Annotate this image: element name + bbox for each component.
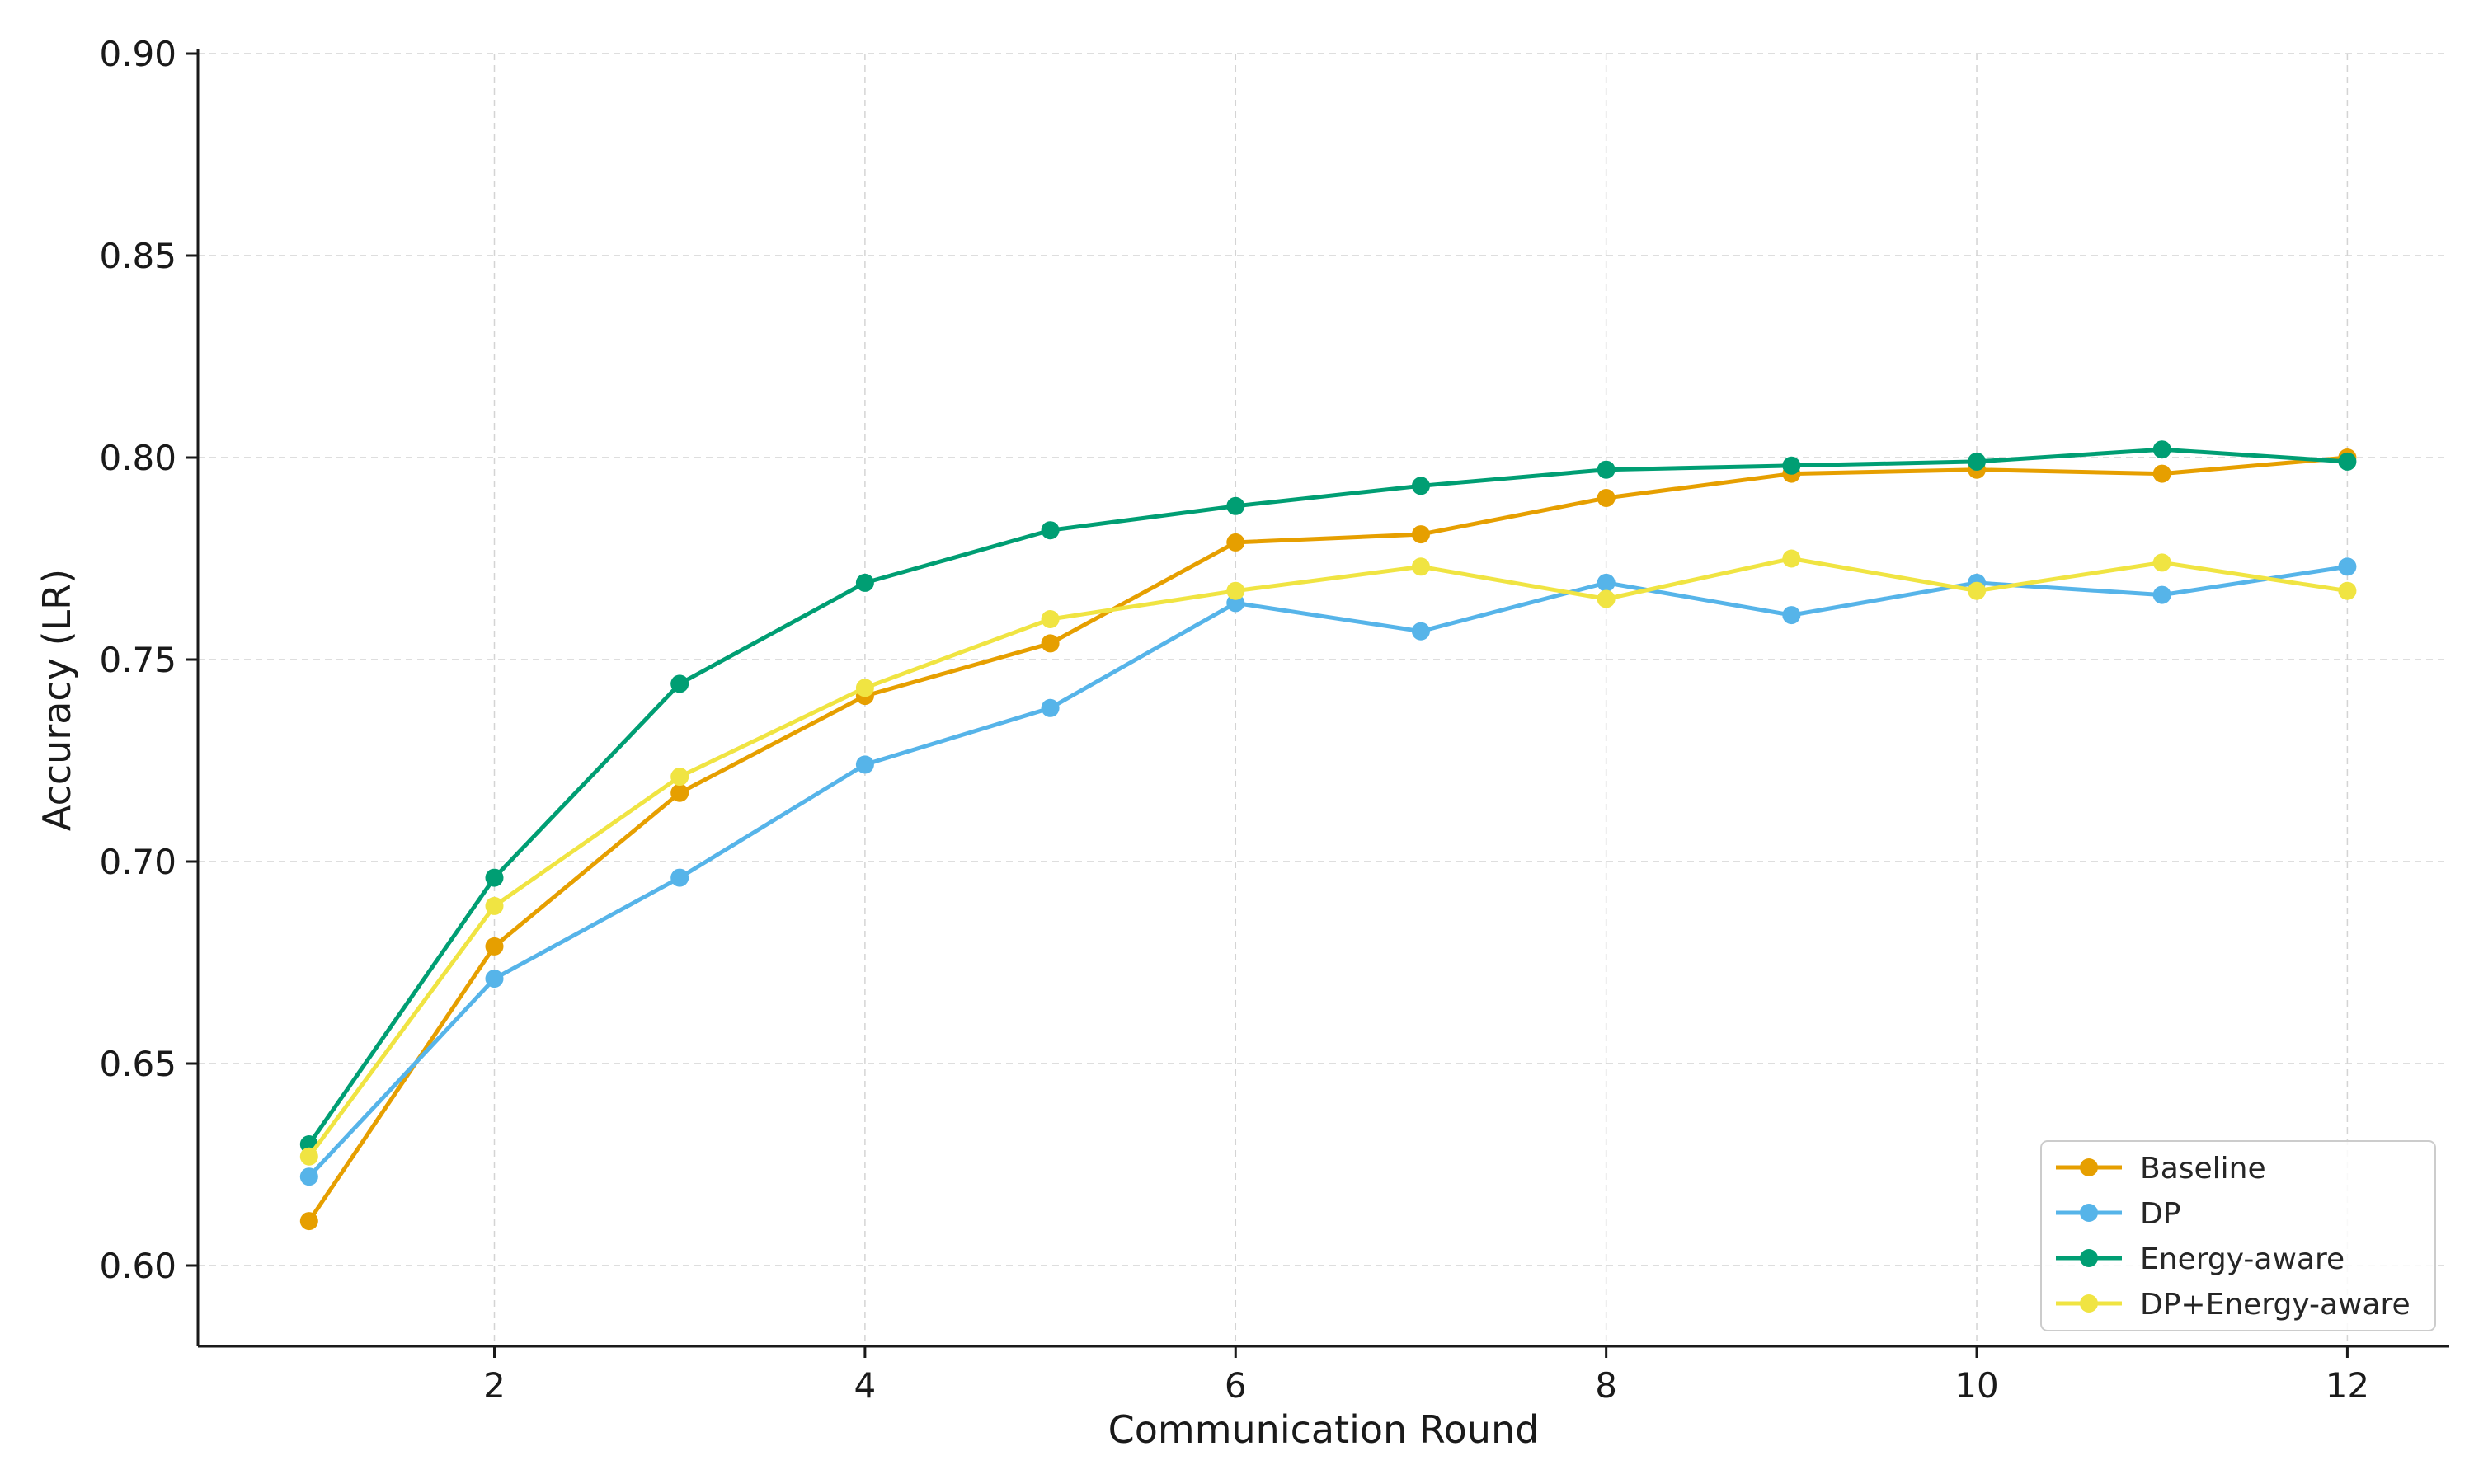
data-point-baseline (670, 783, 689, 802)
data-point-energy-aware (2152, 440, 2171, 459)
data-point-dp (299, 1167, 318, 1186)
data-point-baseline (299, 1212, 318, 1231)
data-point-dp (855, 755, 874, 774)
series-energy-aware (299, 440, 2357, 1153)
axes (196, 49, 2449, 1348)
legend-label: Energy-aware (2140, 1242, 2345, 1276)
data-point-dp-energy-aware (1041, 610, 1060, 628)
data-point-dp (670, 868, 689, 887)
series-dp (299, 557, 2357, 1186)
data-point-dp-energy-aware (1597, 589, 1616, 608)
series-dp-energy-aware (299, 549, 2357, 1166)
legend: Baseline DP Energy-aware DP+Energy-aware (2040, 1140, 2436, 1331)
series-line-dp (307, 564, 2349, 1179)
data-point-energy-aware (1411, 477, 1430, 495)
data-point-dp (1597, 573, 1616, 592)
y-tick-label: 0.90 (99, 34, 176, 74)
data-point-baseline (485, 937, 504, 956)
series-line-dp-energy-aware (307, 556, 2349, 1159)
data-point-energy-aware (1782, 456, 1801, 475)
data-point-energy-aware (2338, 452, 2357, 471)
data-point-dp-energy-aware (1411, 557, 1430, 576)
data-point-dp-energy-aware (2152, 553, 2171, 572)
legend-label: DP+Energy-aware (2140, 1288, 2411, 1322)
data-point-dp (1782, 606, 1801, 625)
data-point-energy-aware (1968, 452, 1987, 471)
data-point-dp-energy-aware (485, 896, 504, 915)
data-point-dp (1411, 622, 1430, 641)
data-point-energy-aware (1597, 460, 1616, 479)
y-axis-title: Accuracy (LR) (35, 569, 79, 831)
legend-item: DP (2056, 1197, 2180, 1231)
data-point-dp-energy-aware (1782, 549, 1801, 568)
data-point-dp (2338, 557, 2357, 576)
data-point-baseline (1041, 634, 1060, 653)
data-point-dp-energy-aware (1968, 581, 1987, 600)
legend-swatch-marker (2080, 1158, 2098, 1176)
y-tick-label: 0.75 (99, 640, 176, 680)
data-point-baseline (1226, 533, 1245, 552)
series-layer (299, 440, 2357, 1231)
data-point-energy-aware (1041, 521, 1060, 540)
legend-item: Energy-aware (2056, 1242, 2345, 1276)
x-tick-label: 2 (483, 1365, 506, 1406)
data-point-dp-energy-aware (855, 679, 874, 697)
legend-box (2040, 1140, 2436, 1331)
x-tick-label: 4 (854, 1365, 877, 1406)
data-point-dp-energy-aware (670, 768, 689, 787)
data-point-dp (485, 970, 504, 989)
data-point-baseline (2152, 464, 2171, 483)
series-line-baseline (307, 455, 2349, 1223)
y-tick-label: 0.85 (99, 236, 176, 276)
legend-swatch-marker (2080, 1204, 2098, 1222)
grid-lines (198, 53, 2449, 1346)
y-tick-label: 0.70 (99, 842, 176, 882)
data-point-dp-energy-aware (299, 1147, 318, 1166)
data-point-energy-aware (670, 674, 689, 693)
legend-swatch-marker (2080, 1249, 2098, 1267)
legend-item: Baseline (2056, 1152, 2266, 1186)
data-point-dp-energy-aware (1226, 581, 1245, 600)
series-line-energy-aware (307, 447, 2349, 1147)
x-tick-label: 12 (2326, 1365, 2369, 1406)
y-tick-label: 0.80 (99, 438, 176, 478)
data-point-dp (1041, 698, 1060, 717)
x-axis-ticks: 2 4 6 8 10 12 (483, 1346, 2369, 1406)
data-point-baseline (1411, 525, 1430, 544)
series-baseline (299, 448, 2357, 1231)
x-tick-label: 6 (1225, 1365, 1247, 1406)
data-point-energy-aware (1226, 496, 1245, 515)
data-point-baseline (1597, 489, 1616, 507)
y-tick-label: 0.60 (99, 1246, 176, 1286)
y-axis-ticks: 0.60 0.65 0.70 0.75 0.80 0.85 0.90 (99, 34, 198, 1286)
x-axis-title: Communication Round (1108, 1407, 1540, 1452)
data-point-energy-aware (855, 573, 874, 592)
legend-swatch-marker (2080, 1294, 2098, 1313)
data-point-dp (2152, 585, 2171, 604)
legend-label: Baseline (2140, 1152, 2266, 1186)
y-tick-label: 0.65 (99, 1044, 176, 1084)
legend-label: DP (2140, 1197, 2180, 1231)
data-point-energy-aware (485, 868, 504, 887)
x-tick-label: 8 (1595, 1365, 1617, 1406)
data-point-dp-energy-aware (2338, 581, 2357, 600)
legend-item: DP+Energy-aware (2056, 1288, 2411, 1322)
x-tick-label: 10 (1954, 1365, 1998, 1406)
